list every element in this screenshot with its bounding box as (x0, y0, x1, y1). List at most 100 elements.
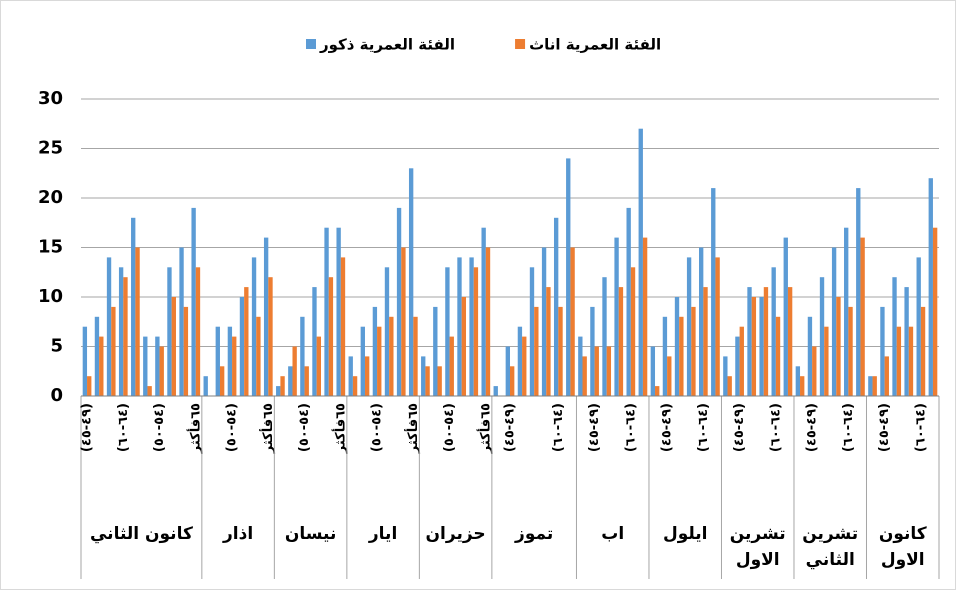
bar (276, 386, 281, 396)
bar (546, 287, 551, 396)
x-tick-group: (٤٩-٤٥) (587, 403, 602, 452)
bar (118, 267, 124, 396)
bar (457, 257, 462, 396)
bar (425, 366, 430, 396)
bar (928, 178, 933, 396)
x-tick-label: (٤٩-٤٥) (80, 403, 95, 452)
bar (389, 316, 394, 396)
bar (711, 188, 716, 396)
bar (364, 356, 370, 396)
x-tick-label: (٥٤-٥٠) (442, 403, 457, 452)
bar (727, 376, 732, 396)
month-label: تموز (515, 524, 554, 544)
month-label: حزيران (425, 524, 486, 544)
bar (739, 326, 744, 396)
bar (328, 277, 334, 396)
y-tick-label: 10 (38, 286, 63, 307)
x-tick-group: (٦٤-٦٠) (116, 403, 131, 452)
bar (642, 237, 648, 396)
bar (795, 366, 801, 396)
bar (244, 287, 249, 396)
bar (485, 247, 491, 396)
bar (203, 376, 208, 396)
bar (251, 257, 257, 396)
y-tick-label: 30 (38, 88, 63, 109)
x-tick-group: (٥٤-٥٠) (152, 403, 167, 452)
bar (904, 287, 909, 396)
bar (650, 346, 656, 396)
bar (324, 227, 329, 396)
bar (461, 297, 467, 396)
bar (263, 237, 269, 396)
bar (618, 287, 624, 396)
bar (759, 297, 764, 396)
bar (626, 207, 631, 396)
bar (534, 306, 539, 396)
bar (106, 257, 112, 396)
x-tick-label: (٦٤-٦٠) (913, 403, 928, 452)
x-tick-label: ٦٥فأكثر (404, 403, 421, 454)
bar (280, 376, 285, 396)
legend-label: الفئة العمرية ذكور (319, 36, 455, 54)
bar (566, 158, 571, 396)
month-label: تشرين الثاني (802, 524, 859, 570)
month-label: اب (601, 524, 625, 544)
bar (256, 316, 261, 396)
bar (630, 267, 636, 396)
bar (715, 257, 720, 396)
bar (408, 168, 414, 396)
bar (655, 386, 660, 396)
bar (848, 306, 853, 396)
bar (723, 356, 728, 396)
bar (232, 336, 237, 396)
bar (94, 316, 100, 396)
bar (916, 257, 921, 396)
bar (352, 376, 358, 396)
bar (783, 237, 788, 396)
bar (824, 326, 829, 396)
legend-swatch (515, 39, 526, 49)
bar (505, 346, 510, 396)
bar (558, 306, 563, 396)
x-tick-group: ٦٥فأكثر (331, 403, 348, 454)
bar (215, 326, 220, 396)
bar (195, 267, 201, 396)
bar (522, 336, 527, 396)
y-tick-label: 5 (50, 336, 63, 357)
legend-label: الفئة العمرية اناث (529, 36, 661, 54)
bar (751, 297, 757, 396)
x-tick-label: (٥٤-٥٠) (297, 403, 312, 452)
bar (179, 247, 184, 396)
x-tick-label: ٦٥فأكثر (331, 403, 348, 454)
x-tick-group: (٦٤-٦٠) (551, 403, 566, 452)
bar (183, 306, 189, 396)
bar (167, 267, 172, 396)
bar (800, 376, 805, 396)
bar (662, 316, 668, 396)
bar (473, 267, 479, 396)
bar (831, 247, 837, 396)
bar (360, 326, 365, 396)
bar (541, 247, 547, 396)
bar (87, 376, 92, 396)
bar (401, 247, 406, 396)
bar (747, 287, 752, 396)
bar (856, 188, 861, 396)
x-tick-label: (٦٤-٦٠) (768, 403, 783, 452)
bar (686, 257, 692, 396)
bar (517, 326, 523, 396)
bar (602, 277, 607, 396)
x-tick-group: (٦٤-٦٠) (913, 403, 928, 452)
x-tick-group: (٤٩-٤٥) (805, 403, 820, 452)
bar (667, 356, 672, 396)
bar (775, 316, 781, 396)
bar (123, 277, 128, 396)
y-tick-label: 15 (38, 237, 63, 258)
bar (300, 316, 305, 396)
bar (679, 316, 684, 396)
x-tick-label: ٦٥فأكثر (259, 403, 276, 454)
bar (396, 207, 402, 396)
bar (703, 287, 708, 396)
